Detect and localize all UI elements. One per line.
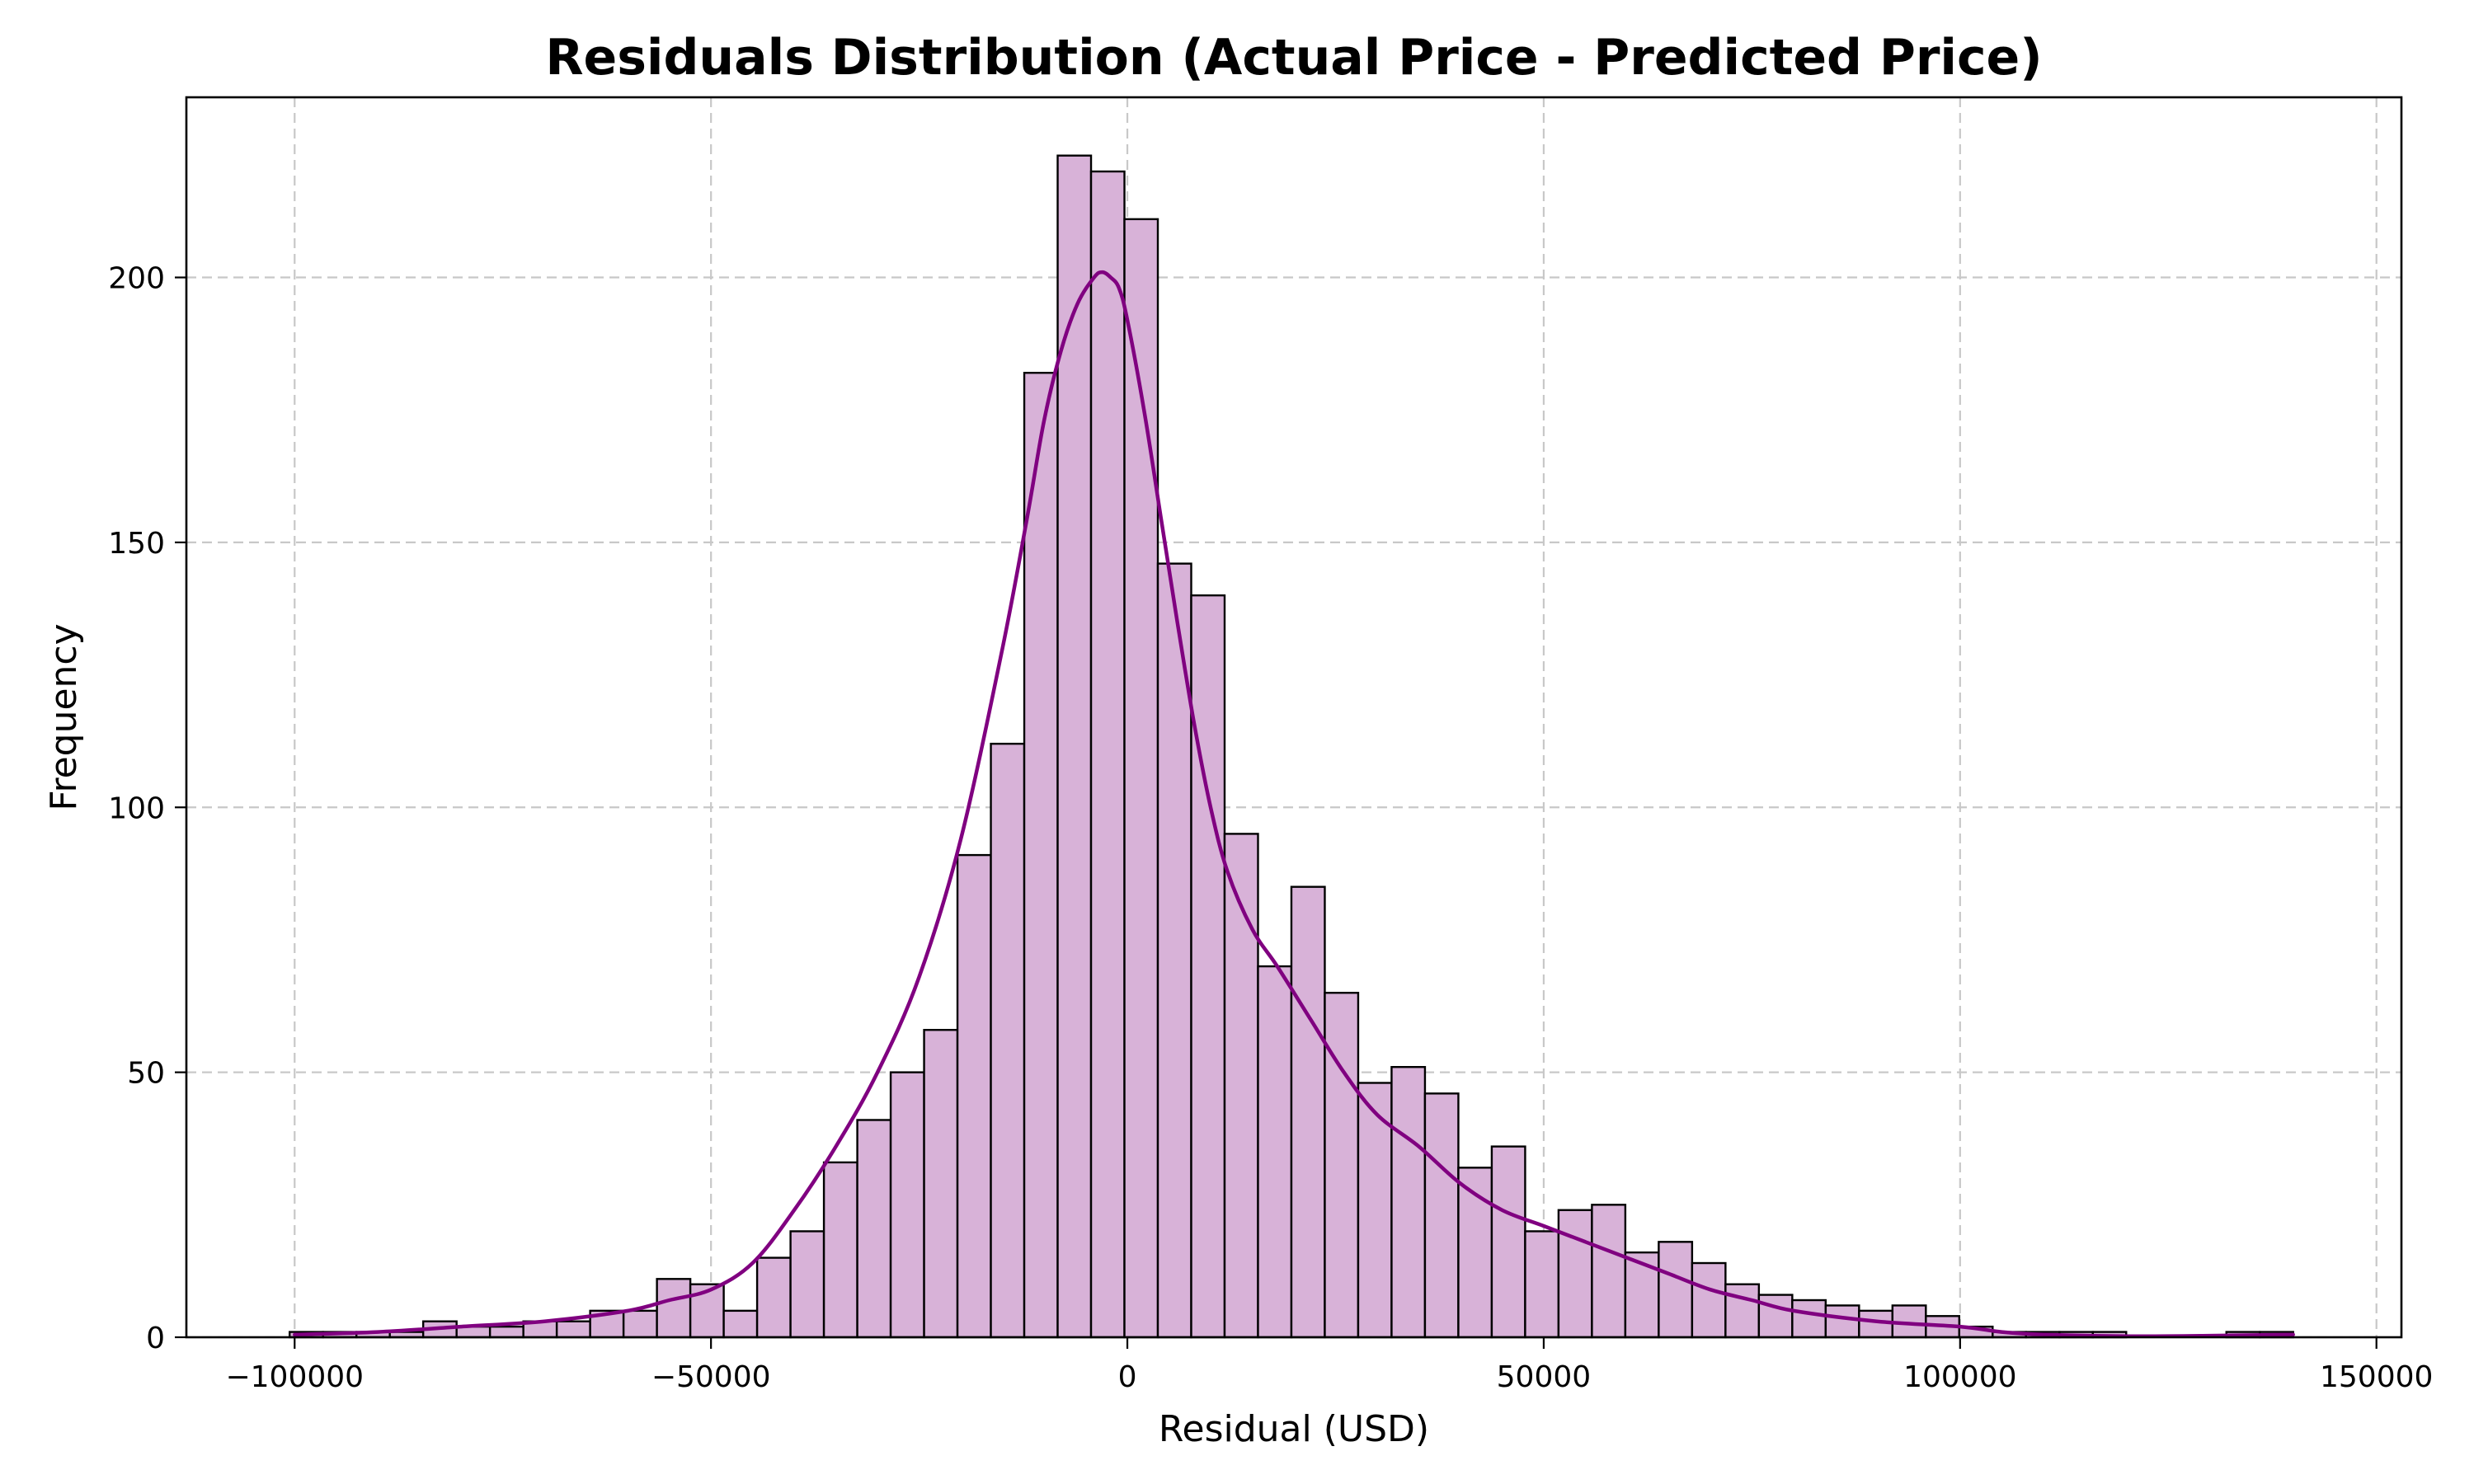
y-tick-label: 0 — [146, 1322, 165, 1355]
y-tick-label: 150 — [108, 527, 165, 561]
histogram-bar — [1257, 965, 1293, 1339]
x-tick-label: 0 — [1118, 1360, 1137, 1394]
y-axis-ticks: 0 50 100 150 200 — [108, 262, 186, 1355]
histogram-bar — [1423, 1092, 1460, 1339]
histogram-bar — [1290, 885, 1326, 1339]
histogram-bar — [1357, 1082, 1393, 1339]
plot-frame — [185, 96, 2403, 1339]
histogram-bar — [1089, 170, 1126, 1339]
x-tick-label: 100000 — [1903, 1360, 2016, 1394]
histogram-bar — [1056, 154, 1093, 1339]
histogram-bar — [1490, 1145, 1526, 1339]
histogram-bar — [1023, 372, 1059, 1339]
histogram-bar — [488, 1325, 524, 1339]
chart-title: Residuals Distribution (Actual Price - P… — [545, 29, 2042, 87]
histogram-bar — [1658, 1241, 1694, 1339]
histogram-bar — [1757, 1294, 1794, 1339]
x-tick-label: 150000 — [2320, 1360, 2433, 1394]
histogram-bar — [1324, 992, 1360, 1339]
histogram-bar — [923, 1029, 959, 1339]
histogram-bars — [289, 154, 2294, 1339]
y-tick-label: 100 — [108, 791, 165, 825]
histogram-bar — [822, 1161, 858, 1339]
x-tick-label: 50000 — [1497, 1360, 1592, 1394]
histogram-bar — [889, 1071, 925, 1339]
y-tick-label: 200 — [108, 262, 165, 296]
histogram-bar — [1691, 1261, 1727, 1339]
x-tick-label: −100000 — [225, 1360, 364, 1394]
histogram-bar — [956, 853, 992, 1339]
histogram-bar — [1724, 1283, 1761, 1339]
histogram-bar — [622, 1309, 658, 1339]
y-axis-label: Frequency — [43, 623, 85, 810]
histogram-bar — [1190, 594, 1226, 1339]
histogram-bar — [722, 1309, 759, 1339]
y-tick-label: 50 — [127, 1057, 165, 1091]
histogram-bar — [555, 1320, 591, 1339]
histogram-bar — [856, 1119, 892, 1339]
histogram-bar — [1824, 1304, 1860, 1339]
x-axis-ticks: −100000 −50000 0 50000 100000 150000 — [225, 1337, 2433, 1394]
histogram-bar — [656, 1278, 692, 1339]
x-tick-label: −50000 — [651, 1360, 771, 1394]
x-axis-label: Residual (USD) — [1159, 1408, 1429, 1450]
histogram-bar — [1524, 1230, 1560, 1339]
histogram-bar — [789, 1230, 825, 1339]
histogram-bar — [755, 1256, 792, 1339]
histogram-bar — [990, 742, 1026, 1339]
histogram-bar — [1791, 1298, 1827, 1339]
histogram-bar — [1390, 1066, 1427, 1339]
density-curve — [293, 270, 2295, 1338]
histogram-bar — [1557, 1209, 1593, 1339]
histogram-bar — [1591, 1204, 1627, 1339]
